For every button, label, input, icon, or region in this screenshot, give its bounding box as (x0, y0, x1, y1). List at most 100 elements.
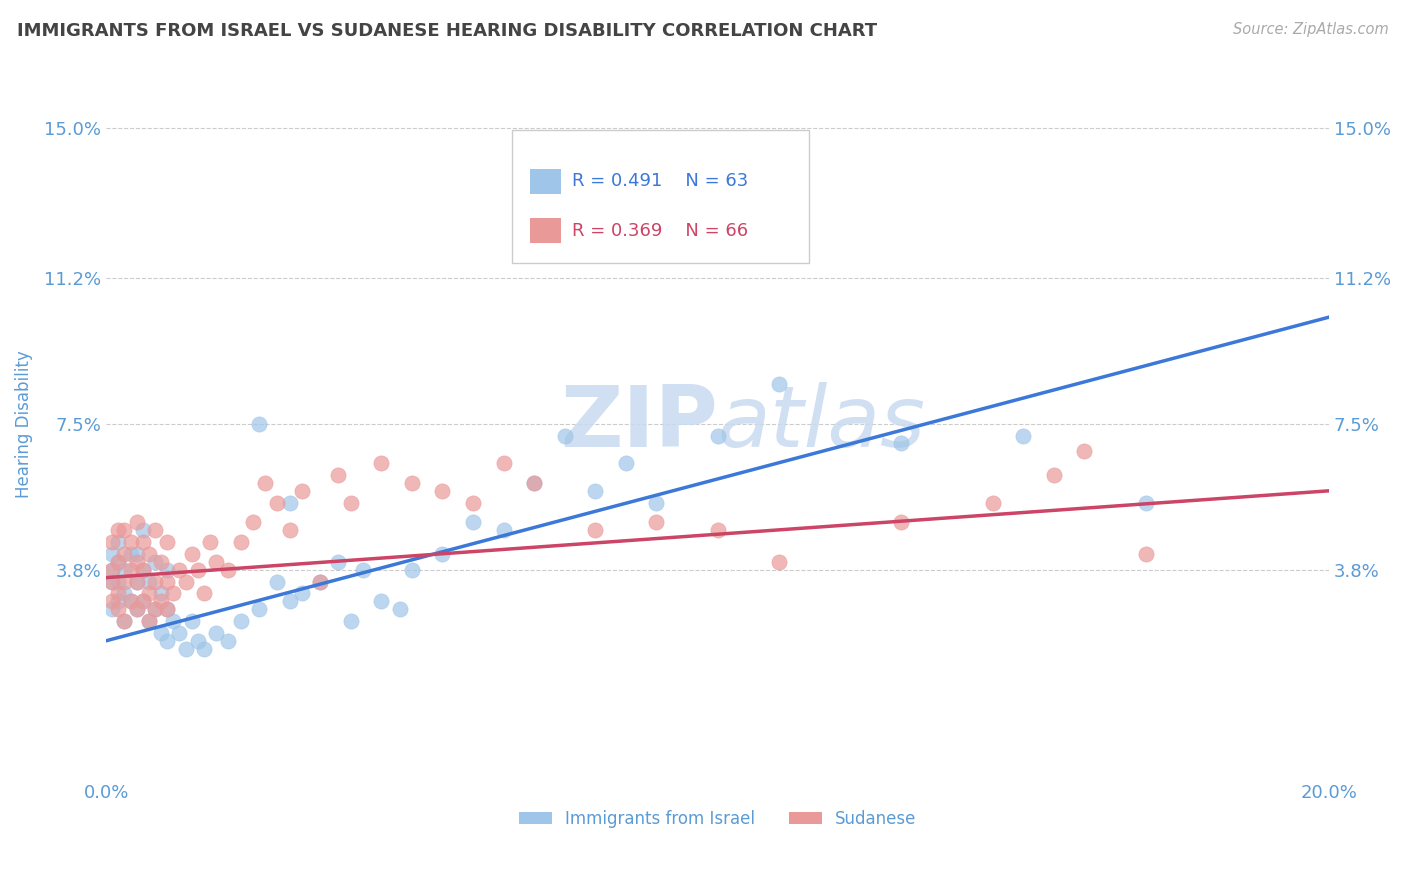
Point (107, 602, 129, 616)
Point (645, 516, 668, 530)
Point (339, 614, 361, 628)
Point (114, 547, 136, 561)
Point (266, 574, 288, 589)
Point (229, 535, 252, 549)
Point (768, 555, 790, 569)
Point (150, 594, 173, 608)
Point (614, 456, 637, 470)
Point (174, 574, 197, 589)
Point (205, 626, 228, 640)
Text: ZIP: ZIP (560, 382, 717, 466)
Point (432, 547, 454, 561)
Point (114, 523, 136, 537)
Point (101, 574, 124, 589)
Point (205, 555, 228, 569)
Point (138, 574, 160, 589)
Text: R = 0.369    N = 66: R = 0.369 N = 66 (572, 222, 748, 240)
Point (114, 574, 136, 589)
Point (217, 563, 239, 577)
Point (125, 574, 148, 589)
Text: atlas: atlas (717, 382, 925, 466)
Point (370, 456, 392, 470)
Point (138, 547, 160, 561)
Point (101, 594, 124, 608)
Point (125, 574, 148, 589)
Point (193, 641, 215, 656)
Point (523, 475, 546, 490)
Point (120, 594, 142, 608)
Point (125, 516, 148, 530)
Point (125, 555, 148, 569)
Text: IMMIGRANTS FROM ISRAEL VS SUDANESE HEARING DISABILITY CORRELATION CHART: IMMIGRANTS FROM ISRAEL VS SUDANESE HEARI… (17, 22, 877, 40)
Point (101, 563, 124, 577)
Point (645, 496, 668, 510)
Point (101, 574, 124, 589)
Text: Source: ZipAtlas.com: Source: ZipAtlas.com (1233, 22, 1389, 37)
Point (101, 563, 124, 577)
Point (132, 523, 155, 537)
Point (278, 496, 301, 510)
Point (401, 475, 423, 490)
Point (461, 496, 484, 510)
Point (132, 535, 155, 549)
Point (339, 496, 361, 510)
Point (187, 563, 209, 577)
Point (278, 594, 301, 608)
Text: R = 0.491    N = 63: R = 0.491 N = 63 (572, 172, 748, 191)
Point (120, 594, 142, 608)
Point (328, 555, 350, 569)
Point (247, 602, 270, 616)
Point (107, 535, 129, 549)
Point (278, 523, 301, 537)
Point (706, 523, 728, 537)
Point (143, 555, 166, 569)
Point (143, 602, 166, 616)
Point (492, 456, 515, 470)
Point (138, 614, 160, 628)
Point (107, 523, 129, 537)
Point (156, 563, 179, 577)
Point (150, 626, 173, 640)
Point (114, 586, 136, 600)
Point (125, 602, 148, 616)
Point (768, 377, 790, 392)
Point (583, 523, 606, 537)
Point (432, 483, 454, 498)
Y-axis label: Hearing Disability: Hearing Disability (15, 350, 32, 498)
Point (352, 563, 374, 577)
Point (229, 614, 252, 628)
Point (291, 586, 314, 600)
Point (156, 535, 179, 549)
Legend: Immigrants from Israel, Sudanese: Immigrants from Israel, Sudanese (512, 803, 924, 835)
Point (554, 428, 576, 442)
Point (890, 516, 912, 530)
Point (242, 516, 264, 530)
Point (180, 547, 202, 561)
Point (101, 602, 124, 616)
Point (156, 574, 179, 589)
Point (247, 417, 270, 431)
Point (309, 574, 332, 589)
Point (1135, 496, 1157, 510)
Point (254, 475, 277, 490)
Point (174, 641, 197, 656)
Point (101, 547, 124, 561)
Point (143, 523, 166, 537)
Point (114, 563, 136, 577)
Point (890, 436, 912, 450)
Point (143, 602, 166, 616)
Point (1043, 468, 1066, 483)
Point (291, 483, 314, 498)
Point (107, 555, 129, 569)
Point (162, 586, 184, 600)
Point (523, 475, 546, 490)
Point (138, 586, 160, 600)
Point (156, 633, 179, 648)
Point (107, 586, 129, 600)
Point (198, 535, 221, 549)
Point (120, 535, 142, 549)
Point (981, 496, 1004, 510)
Point (120, 547, 142, 561)
Point (461, 516, 484, 530)
Point (187, 633, 209, 648)
